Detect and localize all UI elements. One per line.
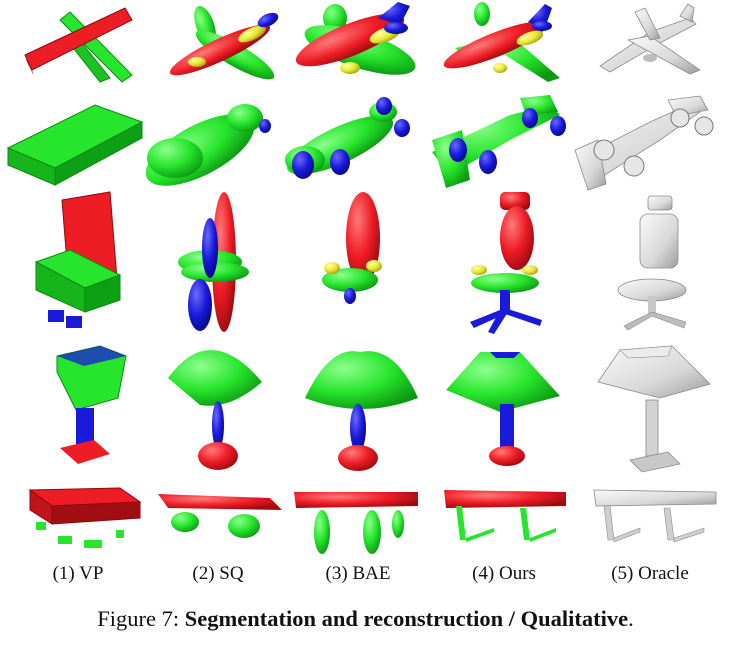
column-label-vp: (1) VP: [52, 563, 104, 584]
vp-chair: [34, 191, 122, 328]
figure-caption: Figure 7: Segmentation and reconstructio…: [0, 606, 731, 632]
sq-lamp: [168, 349, 262, 470]
caption-suffix: .: [628, 606, 634, 631]
sq-table: [158, 494, 282, 538]
caption-prefix: Figure 7:: [97, 606, 185, 631]
vp-racecar: [6, 104, 144, 186]
vp-lamp: [56, 345, 127, 464]
bae-chair: [322, 192, 382, 304]
bae-racecar: [285, 97, 410, 179]
sq-chair: [178, 192, 249, 332]
bae-lamp: [305, 351, 418, 471]
vp-airplane: [24, 7, 133, 83]
oracle-airplane: [599, 3, 701, 75]
oracle-chair: [617, 195, 687, 331]
sq-airplane: [169, 5, 279, 80]
oracle-racecar: [574, 95, 714, 191]
caption-title: Segmentation and reconstruction / Qualit…: [184, 606, 629, 631]
column-label-oracle: (5) Oracle: [611, 563, 689, 584]
column-label-sq: (2) SQ: [192, 563, 244, 584]
column-label-ours: (4) Ours: [472, 563, 536, 584]
oracle-lamp: [597, 345, 711, 473]
ours-chair: [470, 192, 542, 334]
oracle-table: [593, 489, 717, 543]
sq-racecar: [145, 104, 271, 186]
ours-lamp: [446, 352, 560, 466]
bae-table: [294, 492, 418, 554]
column-label-bae: (3) BAE: [325, 563, 391, 584]
ours-table: [444, 490, 566, 542]
bae-airplane: [295, 2, 416, 75]
ours-airplane: [443, 2, 560, 82]
ours-racecar: [432, 95, 566, 188]
vp-table: [28, 487, 142, 548]
figure-grid: [6, 2, 717, 554]
